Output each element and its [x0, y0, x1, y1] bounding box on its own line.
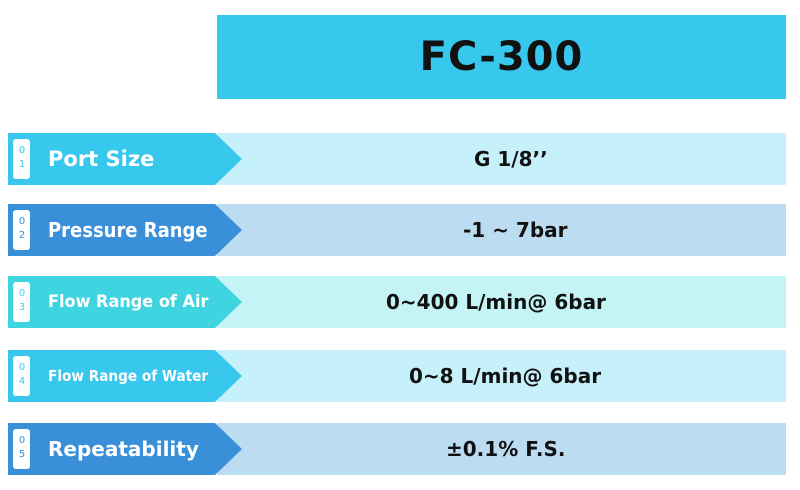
spec-label-repeatability: Repeatability: [48, 437, 199, 461]
spec-label-tab: 02 Pressure Range: [8, 204, 242, 256]
spec-label-tab: 05 Repeatability: [8, 423, 242, 475]
spec-label-port-size: Port Size: [48, 147, 155, 171]
spec-value-panel: ±0.1% F.S.: [217, 423, 786, 475]
spec-row-flow-range-water: 0~8 L/min@ 6bar 04 Flow Range of Water: [8, 350, 786, 402]
number-badge: 04: [13, 356, 30, 396]
page-title: FC-300: [419, 34, 584, 80]
number-badge: 05: [13, 429, 30, 469]
title-banner: FC-300: [217, 15, 786, 99]
spec-value-flow-range-water: 0~8 L/min@ 6bar: [409, 364, 602, 388]
number-badge: 02: [13, 210, 30, 250]
spec-value-repeatability: ±0.1% F.S.: [446, 437, 566, 461]
spec-value-panel: 0~8 L/min@ 6bar: [217, 350, 786, 402]
spec-row-port-size: G 1/8’’ 01 Port Size: [8, 133, 786, 185]
number-badge: 03: [13, 282, 30, 322]
spec-label-tab: 03 Flow Range of Air: [8, 276, 242, 328]
number-badge-text: 01: [16, 145, 28, 173]
number-badge-text: 05: [16, 435, 28, 463]
number-badge-text: 02: [16, 216, 28, 244]
spec-label-tab: 04 Flow Range of Water: [8, 350, 242, 402]
number-badge-text: 04: [16, 362, 28, 390]
spec-label-flow-range-water: Flow Range of Water: [48, 367, 209, 385]
spec-row-repeatability: ±0.1% F.S. 05 Repeatability: [8, 423, 786, 475]
spec-value-panel: G 1/8’’: [217, 133, 786, 185]
spec-value-pressure-range: -1 ~ 7bar: [463, 218, 568, 242]
spec-label-flow-range-air: Flow Range of Air: [48, 292, 209, 312]
spec-value-port-size: G 1/8’’: [474, 147, 548, 171]
spec-label-pressure-range: Pressure Range: [48, 218, 208, 242]
number-badge-text: 03: [16, 288, 28, 316]
spec-row-pressure-range: -1 ~ 7bar 02 Pressure Range: [8, 204, 786, 256]
spec-value-panel: -1 ~ 7bar: [217, 204, 786, 256]
spec-value-panel: 0~400 L/min@ 6bar: [217, 276, 786, 328]
spec-row-flow-range-air: 0~400 L/min@ 6bar 03 Flow Range of Air: [8, 276, 786, 328]
spec-label-tab: 01 Port Size: [8, 133, 242, 185]
spec-value-flow-range-air: 0~400 L/min@ 6bar: [386, 290, 606, 314]
number-badge: 01: [13, 139, 30, 179]
